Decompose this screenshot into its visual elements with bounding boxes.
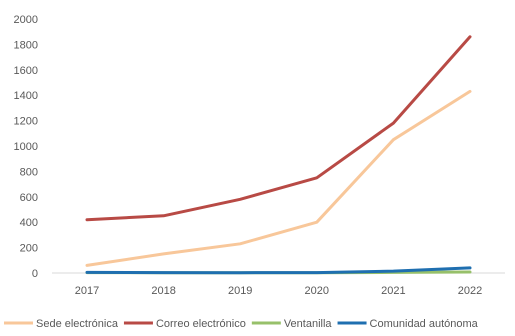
y-tick-label: 1000 xyxy=(14,141,38,153)
series-lines xyxy=(85,35,472,275)
y-tick-label: 1800 xyxy=(14,39,38,51)
legend-label: Ventanilla xyxy=(284,318,333,330)
x-tick-label: 2018 xyxy=(151,285,175,297)
legend: Sede electrónica Correo electrónico Ventan… xyxy=(4,318,479,330)
y-tick-label: 600 xyxy=(20,192,38,204)
y-tick-label: 2000 xyxy=(14,14,38,26)
x-tick-label: 2022 xyxy=(458,285,482,297)
legend-item: Comunidad autónoma xyxy=(337,318,479,330)
y-axis-tick-labels: 0 200 400 600 800 1000 1200 1400 1600 1800 2000 xyxy=(14,14,38,280)
x-tick-label: 2021 xyxy=(381,285,405,297)
legend-label: Correo electrónico xyxy=(156,318,246,330)
legend-label: Comunidad autónoma xyxy=(370,318,479,330)
x-tick-label: 2020 xyxy=(305,285,329,297)
y-tick-label: 1400 xyxy=(14,90,38,102)
legend-item: Correo electrónico xyxy=(123,318,246,330)
legend-item: Sede electrónica xyxy=(4,318,119,330)
x-tick-label: 2017 xyxy=(75,285,99,297)
y-tick-label: 800 xyxy=(20,166,38,178)
y-tick-label: 1200 xyxy=(14,116,38,128)
legend-item: Ventanilla xyxy=(251,318,333,330)
y-tick-label: 200 xyxy=(20,243,38,255)
y-tick-label: 400 xyxy=(20,217,38,229)
x-tick-label: 2019 xyxy=(228,285,252,297)
y-tick-label: 0 xyxy=(32,268,38,280)
y-tick-label: 1600 xyxy=(14,65,38,77)
legend-label: Sede electrónica xyxy=(36,318,119,330)
series-line-correo-electronico xyxy=(85,35,472,222)
series-line-sede-electronica xyxy=(85,89,472,267)
x-axis-tick-labels: 2017 2018 2019 2020 2021 2022 xyxy=(75,285,482,297)
series-line-comunidad-autonoma xyxy=(85,266,472,275)
